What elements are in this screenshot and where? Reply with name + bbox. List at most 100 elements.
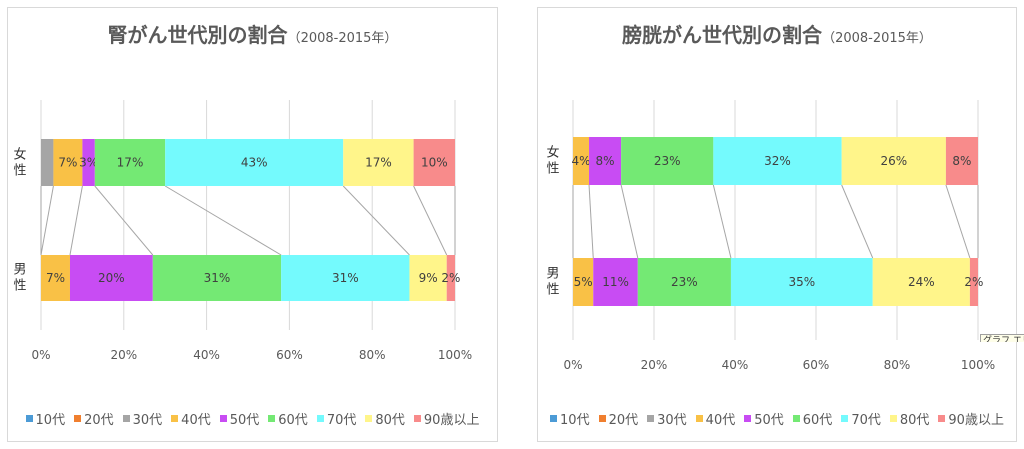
- series-group: 10% 2%: [413, 139, 460, 301]
- bar-segment[interactable]: [53, 139, 83, 186]
- legend-item[interactable]: 40代: [171, 409, 211, 428]
- legend-item[interactable]: 10代: [550, 409, 590, 428]
- legend-item[interactable]: 50代: [744, 409, 784, 428]
- legend[interactable]: 10代 20代 30代 40代 50代 60代 70代 80代 90歳以上: [538, 409, 1016, 428]
- bar-segment[interactable]: [969, 258, 978, 306]
- bar-segment[interactable]: [69, 255, 153, 301]
- legend-swatch: [74, 414, 82, 422]
- chart-title-period: （2008-2015年）: [287, 31, 398, 46]
- legend-item[interactable]: 20代: [598, 409, 639, 428]
- bar-segment[interactable]: [589, 137, 622, 185]
- bar-segment[interactable]: [730, 258, 873, 306]
- series-line: [413, 185, 448, 256]
- legend-label: 60代: [278, 412, 308, 428]
- bar-segment[interactable]: [872, 258, 970, 306]
- bar-segment[interactable]: [593, 258, 638, 306]
- legend-label: 10代: [35, 412, 66, 428]
- bar-segment[interactable]: [945, 137, 978, 185]
- series-line: [588, 184, 594, 259]
- legend-item[interactable]: 20代: [74, 409, 114, 428]
- bar-segment[interactable]: [573, 137, 590, 185]
- chart-area-kidney[interactable]: 腎がん世代別の割合（2008-2015年） 0% 20% 40% 60% 80% 100%…: [7, 7, 498, 442]
- bar-segment[interactable]: [637, 258, 731, 306]
- data-label: 2%: [441, 271, 460, 285]
- legend-label: 20代: [84, 412, 114, 428]
- data-label: 31%: [332, 271, 359, 285]
- tooltip-text: グラフ エリ: [980, 334, 1024, 342]
- legend-item[interactable]: 40代: [695, 409, 736, 428]
- category-label: 男性: [543, 266, 559, 298]
- bar-segment[interactable]: [343, 139, 414, 186]
- legend-item[interactable]: 90歳以上: [413, 409, 479, 428]
- legend-swatch: [792, 414, 800, 422]
- legend-label: 50代: [229, 412, 260, 428]
- bar-segment[interactable]: [152, 255, 282, 301]
- legend-swatch: [841, 414, 849, 422]
- series-line: [40, 185, 54, 256]
- legend-item[interactable]: 10代: [25, 409, 66, 428]
- chart-title: 腎がん世代別の割合（2008-2015年）: [8, 22, 497, 52]
- legend-item[interactable]: 70代: [841, 409, 881, 428]
- bar-segment[interactable]: [165, 139, 344, 186]
- series-line: [620, 184, 639, 259]
- series-group: 17% 9%: [343, 139, 447, 301]
- data-label: 2%: [964, 275, 983, 289]
- legend-item[interactable]: 60代: [792, 409, 832, 428]
- legend-swatch: [219, 414, 227, 422]
- data-label: 43%: [241, 156, 268, 170]
- legend-item[interactable]: 80代: [365, 409, 405, 428]
- bar-segment[interactable]: [41, 139, 54, 186]
- legend-item[interactable]: 80代: [889, 409, 929, 428]
- legend-swatch: [598, 414, 606, 422]
- bar-segment[interactable]: [713, 137, 842, 185]
- legend-label: 10代: [560, 412, 590, 428]
- data-label: 32%: [764, 154, 791, 168]
- legend-swatch: [695, 414, 703, 422]
- legend-item[interactable]: 90歳以上: [938, 409, 1004, 428]
- data-label: 17%: [117, 156, 144, 170]
- data-label: 7%: [46, 271, 65, 285]
- legend-label: 40代: [705, 412, 736, 428]
- series-group: [41, 139, 54, 186]
- series-group: 26% 24%: [841, 137, 970, 306]
- bar-segment[interactable]: [446, 255, 455, 301]
- bar-segment[interactable]: [413, 139, 455, 186]
- chart-area-bladder[interactable]: 膀胱がん世代別の割合（2008-2015年） 0% 20% 40% 60% 80% 100…: [537, 7, 1017, 442]
- bar-segment[interactable]: [82, 139, 95, 186]
- legend-swatch: [365, 414, 373, 422]
- data-label: 3%: [79, 156, 98, 170]
- legend-swatch: [550, 414, 558, 422]
- legend-swatch: [171, 414, 179, 422]
- bar-segment[interactable]: [41, 255, 70, 301]
- bar-segment[interactable]: [573, 258, 594, 306]
- series-group: 23% 23%: [621, 137, 731, 306]
- x-tick-label: 80%: [359, 348, 386, 362]
- data-label: 35%: [788, 275, 815, 289]
- legend-item[interactable]: 70代: [316, 409, 357, 428]
- data-label: 24%: [908, 275, 935, 289]
- legend-label: 20代: [608, 412, 639, 428]
- data-label: 20%: [98, 271, 125, 285]
- plot-area: 0% 20% 40% 60% 80% 100% 4% 5% 8% 11% 23% 23% 32% 35% 2…: [563, 100, 995, 372]
- legend-item[interactable]: 60代: [268, 409, 308, 428]
- bar-segment[interactable]: [94, 139, 166, 186]
- data-label: 4%: [571, 154, 590, 168]
- legend[interactable]: 10代 20代 30代 40代 50代 60代 70代 80代 90歳以上: [8, 409, 497, 428]
- bar-segment[interactable]: [621, 137, 714, 185]
- legend-item[interactable]: 50代: [219, 409, 260, 428]
- category-label: 女性: [543, 145, 559, 177]
- series-group: 7% 7%: [41, 139, 83, 301]
- legend-swatch: [122, 414, 130, 422]
- series-group: 4% 5%: [571, 137, 594, 306]
- bar-segment[interactable]: [841, 137, 946, 185]
- legend-label: 70代: [326, 412, 357, 428]
- x-tick-label: 60%: [803, 358, 830, 372]
- series-group: 3% 20%: [69, 139, 153, 301]
- legend-item[interactable]: 30代: [122, 409, 162, 428]
- bar-segment[interactable]: [409, 255, 447, 301]
- legend-item[interactable]: 30代: [647, 409, 687, 428]
- bar-segment[interactable]: [281, 255, 410, 301]
- data-label: 26%: [880, 154, 907, 168]
- x-tick-label: 40%: [193, 348, 220, 362]
- legend-swatch: [413, 414, 421, 422]
